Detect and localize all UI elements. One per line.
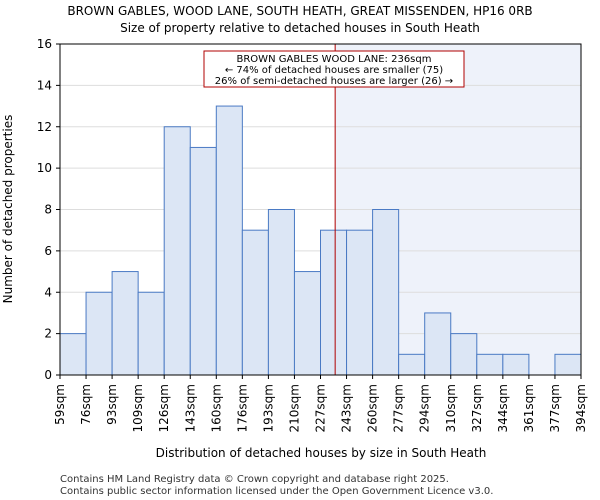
chart-title: BROWN GABLES, WOOD LANE, SOUTH HEATH, GR… [67, 4, 532, 18]
histogram-bar [85, 291, 113, 376]
histogram-bar [241, 229, 269, 376]
y-tick-label: 0 [44, 368, 52, 382]
histogram-bar [293, 271, 322, 376]
x-tick-label: 143sqm [183, 384, 197, 432]
footer-copyright: Contains HM Land Registry data © Crown c… [60, 474, 449, 485]
footer-licence: Contains public sector information licen… [60, 486, 493, 497]
histogram-bar [398, 353, 426, 376]
x-tick-label: 361sqm [522, 384, 536, 432]
histogram-bar [502, 353, 530, 376]
histogram-bar [59, 333, 87, 376]
x-tick-label: 76sqm [79, 384, 93, 425]
x-tick-label: 59sqm [53, 384, 67, 425]
x-tick-label: 227sqm [314, 384, 328, 432]
y-tick-label: 2 [44, 327, 52, 341]
histogram-bar [476, 353, 504, 376]
annotation-line-2: ← 74% of detached houses are smaller (75… [225, 65, 443, 76]
x-tick-label: 126sqm [157, 384, 171, 432]
x-tick-label: 243sqm [340, 384, 354, 432]
annotation-line-1: BROWN GABLES WOOD LANE: 236sqm [237, 54, 432, 65]
x-tick-label: 210sqm [287, 384, 301, 432]
x-tick-label: 394sqm [574, 384, 588, 432]
histogram-bar [450, 333, 478, 376]
y-tick-label: 10 [37, 161, 52, 175]
x-tick-label: 344sqm [496, 384, 510, 432]
chart-subtitle: Size of property relative to detached ho… [120, 21, 480, 35]
histogram-bar [424, 312, 452, 376]
x-tick-label: 109sqm [131, 384, 145, 432]
histogram-bar [267, 209, 295, 376]
y-axis-label: Number of detached properties [1, 115, 15, 304]
x-tick-label: 377sqm [548, 384, 562, 432]
y-tick-label: 6 [44, 244, 52, 258]
x-tick-label: 193sqm [261, 384, 275, 432]
annotation-box [203, 50, 465, 88]
plot-frame [59, 43, 582, 376]
histogram-bar [189, 146, 217, 376]
histogram-bar [137, 291, 165, 376]
x-axis-ticks: 59sqm 76sqm 93sqm 109sqm 126sqm 143sqm 160sqm 1… [53, 375, 588, 432]
x-tick-label: 176sqm [235, 384, 249, 432]
y-tick-label: 8 [44, 203, 52, 217]
x-tick-label: 310sqm [444, 384, 458, 432]
histogram-bar [320, 229, 348, 376]
x-tick-label: 160sqm [209, 384, 223, 432]
x-tick-label: 327sqm [470, 384, 484, 432]
y-tick-label: 16 [37, 37, 52, 51]
histogram-bar [372, 209, 400, 376]
x-axis-label: Distribution of detached houses by size … [156, 446, 487, 460]
histogram-bar [215, 105, 243, 376]
histogram-bar [346, 229, 374, 376]
x-tick-label: 93sqm [105, 384, 119, 425]
y-tick-label: 4 [44, 285, 52, 299]
y-tick-label: 12 [37, 120, 52, 134]
x-tick-label: 277sqm [392, 384, 406, 432]
annotation-line-3: 26% of semi-detached houses are larger (… [215, 76, 453, 87]
y-axis-ticks: 0 2 4 6 8 10 12 14 16 [37, 37, 60, 382]
x-tick-label: 294sqm [418, 384, 432, 432]
histogram-bar [111, 271, 139, 376]
histogram-bar [163, 126, 191, 376]
x-tick-label: 260sqm [366, 384, 380, 432]
y-tick-label: 14 [37, 78, 52, 92]
histogram-bar [554, 353, 582, 376]
